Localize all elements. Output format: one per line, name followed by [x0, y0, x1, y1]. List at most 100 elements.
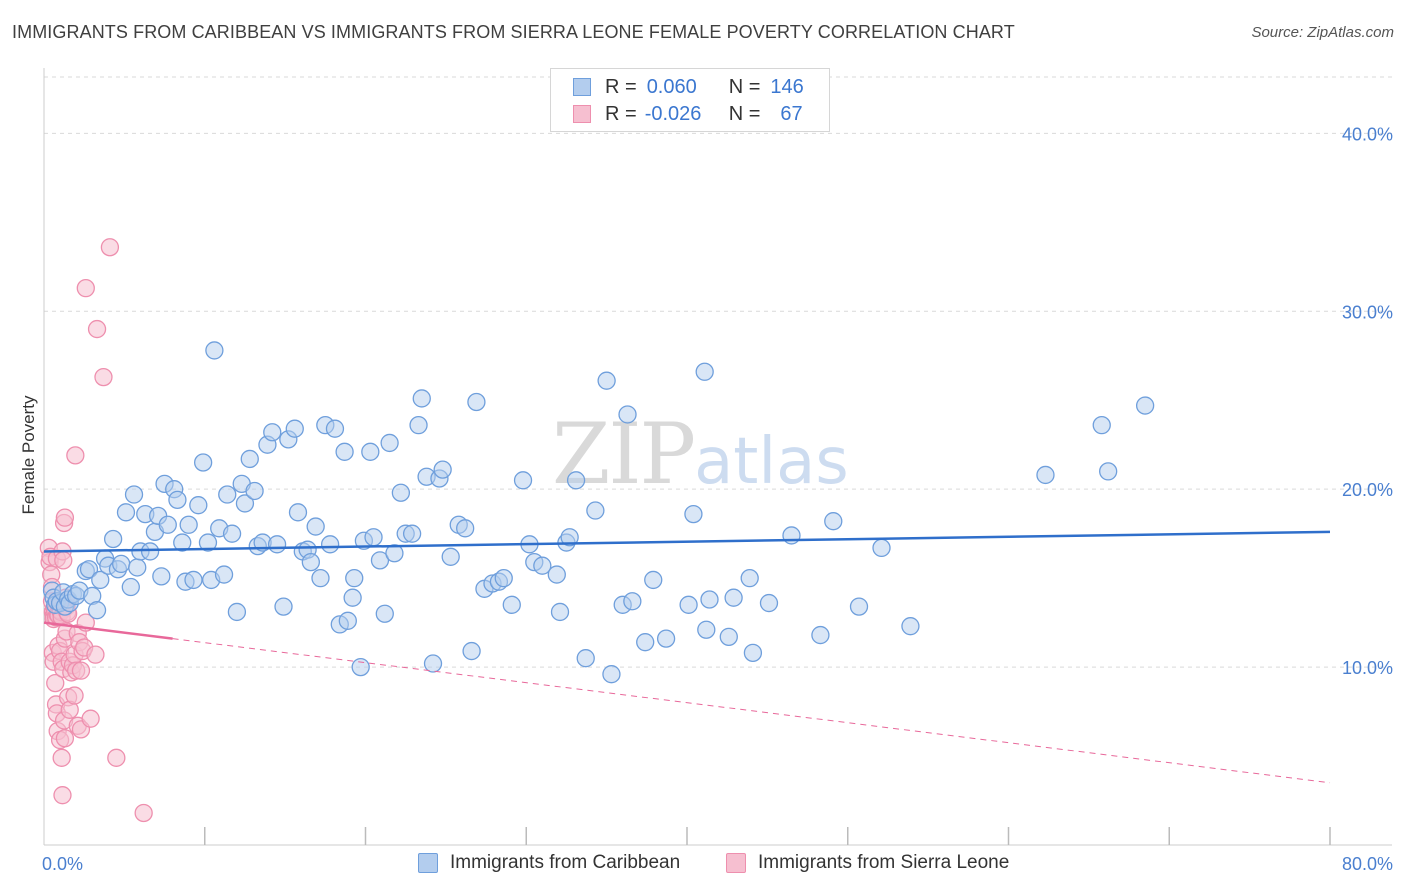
caribbean-point [128, 558, 147, 577]
caribbean-point [320, 535, 340, 554]
caribbean-point [1135, 396, 1155, 415]
caribbean-point [811, 625, 830, 645]
caribbean-point [103, 529, 123, 549]
sierra-leone-point [54, 551, 73, 570]
caribbean-point [173, 533, 192, 552]
sierra-leone-point [66, 446, 85, 465]
caribbean-point [124, 485, 144, 504]
caribbean-point [656, 629, 676, 648]
sierra-leone-point [71, 661, 91, 680]
series-legend-sierra-leone[interactable]: Immigrants from Sierra Leone [726, 852, 1009, 874]
caribbean-point [267, 535, 287, 554]
caribbean-point [533, 556, 552, 575]
caribbean-point [602, 665, 621, 684]
series-legend: Immigrants from Caribbean Immigrants fro… [0, 852, 1406, 878]
caribbean-point [494, 568, 513, 588]
caribbean-point [684, 504, 703, 524]
caribbean-point [724, 588, 743, 607]
caribbean-point [380, 433, 399, 453]
legend-r-value: -0.026 [644, 102, 702, 125]
series-label-sierra-leone: Immigrants from Sierra Leone [758, 852, 1010, 873]
x-tick-label: 80.0% [1342, 854, 1393, 874]
caribbean-point [325, 419, 345, 438]
legend-swatch-caribbean [573, 78, 591, 96]
caribbean-point [740, 568, 759, 588]
caribbean-point [288, 503, 308, 522]
series-label-caribbean: Immigrants from Caribbean [450, 852, 681, 873]
caribbean-point [560, 528, 579, 547]
axes [43, 68, 1392, 846]
sierra-leone-point [134, 803, 153, 823]
caribbean-point [375, 604, 394, 623]
x-tick-label: 0.0% [42, 854, 83, 874]
series-legend-caribbean[interactable]: Immigrants from Caribbean [418, 852, 680, 874]
caribbean-point [566, 471, 586, 490]
caribbean-point [306, 517, 325, 536]
caribbean-point [227, 602, 247, 622]
caribbean-point [152, 567, 171, 586]
legend-r-value: 0.060 [646, 75, 697, 98]
caribbean-point [301, 552, 320, 572]
caribbean-point [385, 544, 404, 563]
watermark-atlas: atlas [694, 425, 849, 499]
y-tick-label: 10.0% [1342, 658, 1393, 678]
caribbean-point [205, 341, 224, 360]
caribbean-point [872, 538, 891, 558]
caribbean-point [623, 592, 642, 611]
caribbean-point [263, 423, 282, 442]
caribbean-point [759, 593, 779, 613]
caribbean-point [116, 503, 136, 522]
sierra-leone-point [94, 367, 113, 387]
caribbean-point [184, 570, 203, 590]
caribbean-point [423, 654, 443, 673]
caribbean-point [697, 620, 716, 639]
sierra-leone-point [76, 279, 95, 298]
caribbean-point [361, 442, 380, 461]
legend-r-label: R = [605, 102, 637, 125]
caribbean-point [87, 601, 107, 620]
caribbean-point [1099, 462, 1118, 481]
sierra-leone-point [107, 748, 126, 767]
sierra-leone-point [53, 786, 72, 805]
caribbean-point [311, 568, 330, 588]
caribbean-point [214, 565, 234, 584]
caribbean-point [550, 602, 570, 622]
caribbean-point [441, 547, 460, 566]
caribbean-point [695, 362, 714, 381]
caribbean-point [198, 533, 218, 552]
caribbean-point [586, 501, 605, 520]
caribbean-point [370, 551, 390, 570]
caribbean-point [338, 611, 357, 630]
legend-n-label: N = [728, 102, 761, 125]
caribbean-point [335, 442, 354, 461]
grid-lines [44, 76, 1392, 668]
sierra-leone-point [100, 238, 120, 257]
caribbean-point [218, 485, 237, 504]
caribbean-point [901, 617, 920, 636]
caribbean-point [391, 483, 411, 502]
caribbean-point [240, 449, 259, 469]
sierra-leone-point [55, 508, 75, 527]
caribbean-point [351, 657, 370, 677]
caribbean-point [502, 595, 521, 614]
legend-r-label: R = [605, 75, 637, 98]
legend-row-caribbean: R = 0.060 N = 146 [573, 74, 804, 100]
caribbean-point [576, 649, 595, 668]
caribbean-point [193, 453, 213, 472]
series-swatch-sierra-leone [726, 853, 746, 873]
caribbean-point [719, 627, 738, 646]
caribbean-point [462, 641, 481, 661]
sierra-leone-trend-extension [172, 638, 1331, 784]
caribbean-points [42, 341, 1155, 684]
caribbean-point [285, 419, 304, 438]
caribbean-point [597, 371, 616, 390]
caribbean-point [402, 524, 422, 543]
caribbean-point [345, 568, 364, 588]
caribbean-point [343, 588, 362, 607]
caribbean-point [1092, 415, 1111, 435]
caribbean-point [235, 494, 255, 513]
caribbean-point [849, 597, 869, 616]
caribbean-trend-line [43, 530, 1331, 553]
trend-lines [43, 530, 1331, 784]
